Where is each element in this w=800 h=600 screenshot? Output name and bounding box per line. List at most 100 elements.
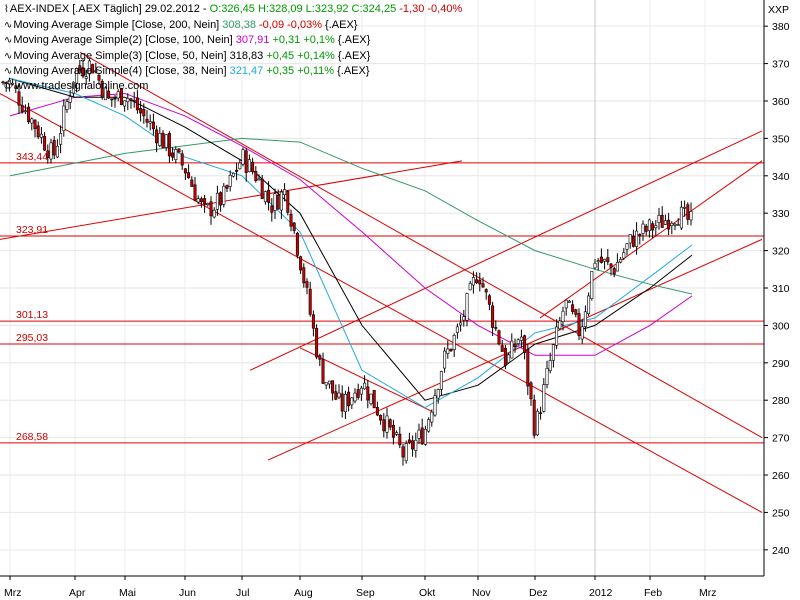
candle-body-120 (385, 415, 389, 433)
candle-body-201 (644, 225, 648, 232)
candle-body-22 (71, 82, 75, 94)
candle-body-54 (174, 149, 178, 160)
candle-body-90 (289, 213, 293, 227)
candle-body-178 (571, 304, 575, 312)
candle-body-205 (657, 215, 661, 223)
y-tick-label-13: 370 (772, 59, 790, 71)
candle-body-203 (651, 223, 655, 231)
candle-body-12 (39, 133, 43, 138)
candle-body-8 (27, 106, 31, 123)
chart-type-icon: ⌇ (4, 4, 9, 15)
candle-body-51 (164, 134, 168, 148)
candle-body-193 (619, 259, 623, 263)
ohlc-values: O:326,45 H:328,09 L:323,92 C:324,25 (209, 3, 397, 15)
candle-body-135 (433, 395, 437, 416)
ma-line-2 (9, 78, 693, 401)
candle-body-13 (43, 135, 47, 151)
indicator-row-3: ∿ Moving Average Simple(4) [Close, 38, Ne… (4, 64, 462, 80)
trend-lines (0, 51, 763, 513)
y-tick-label-4: 280 (772, 395, 790, 407)
candle-body-82 (263, 191, 267, 203)
candle-body-165 (529, 382, 533, 400)
candle-body-133 (427, 419, 431, 432)
candle-body-131 (420, 427, 424, 445)
candle-body-39 (126, 98, 130, 102)
candle-body-5 (17, 91, 21, 106)
candle-body-130 (417, 429, 421, 439)
candle-body-104 (334, 391, 338, 400)
candle-body-150 (481, 283, 485, 288)
candle-body-129 (414, 439, 418, 451)
indicator-value: 321,47 (226, 65, 264, 77)
indicator-symbol: {.AEX} (334, 65, 370, 77)
level-label-3: 295,03 (16, 332, 48, 344)
candle-body-192 (615, 262, 619, 272)
x-tick-label-9: Dez (529, 587, 548, 599)
trend-line-6 (299, 347, 433, 412)
candle-body-121 (388, 419, 392, 428)
candle-body-187 (599, 256, 603, 263)
candle-body-210 (673, 223, 677, 226)
indicator-symbol: {.AEX} (322, 18, 358, 31)
candle-body-18 (59, 133, 63, 145)
candle-body-81 (260, 178, 264, 200)
candle-body-168 (539, 412, 543, 415)
candle-body-69 (222, 185, 226, 205)
level-label-2: 301,13 (16, 309, 48, 321)
candle-body-92 (295, 232, 299, 256)
candle-body-1 (4, 82, 8, 84)
candle-body-10 (33, 119, 37, 130)
candle-body-37 (119, 88, 123, 105)
candle-body-101 (324, 382, 328, 386)
candle-body-103 (331, 380, 335, 394)
candle-body-63 (203, 198, 207, 205)
candle-body-141 (452, 335, 456, 350)
candle-body-158 (507, 354, 511, 363)
candle-body-30 (97, 75, 101, 81)
candle-body-145 (465, 293, 469, 321)
candle-body-126 (404, 443, 408, 462)
candle-body-184 (590, 271, 594, 299)
candle-body-38 (123, 100, 127, 107)
bar-date: 29.02.2012 (144, 3, 200, 15)
x-tick-label-12: Mrz (699, 587, 717, 599)
x-tick-label-2: Mai (119, 587, 136, 599)
candle-body-88 (283, 189, 287, 196)
candle-body-32 (103, 87, 107, 101)
candle-body-137 (439, 371, 443, 390)
indicator-label: Moving Average Simple [Close, 200, Nein] (13, 18, 220, 31)
level-label-0: 343,44 (16, 151, 48, 163)
candle-body-95 (305, 281, 309, 288)
candle-body-183 (587, 295, 591, 314)
candle-body-109 (350, 397, 354, 406)
indicator-row-2: ∿ Moving Average Simple(3) [Close, 50, Ne… (4, 49, 462, 65)
x-tick-label-7: Okt (419, 587, 435, 599)
candle-body-45 (145, 118, 149, 123)
indicator-value: 318,83 (226, 49, 264, 62)
candle-body-72 (231, 172, 235, 177)
candle-body-53 (171, 152, 175, 158)
candle-body-20 (65, 101, 69, 110)
ma-icon: ∿ (4, 35, 13, 46)
candle-body-11 (36, 125, 40, 138)
candle-body-119 (382, 419, 386, 432)
candle-body-73 (235, 169, 239, 172)
candle-body-3 (11, 82, 15, 85)
candle-body-211 (676, 224, 680, 226)
candle-body-161 (516, 339, 520, 344)
watermark: © www.tradesignalonline.com (4, 80, 149, 92)
y-tick-label-6: 300 (772, 320, 790, 332)
y-tick-label-2: 260 (772, 470, 790, 482)
candle-body-48 (155, 129, 159, 144)
candle-body-67 (215, 192, 219, 210)
candle-body-190 (609, 263, 613, 268)
candle-body-15 (49, 142, 53, 160)
candle-body-139 (446, 348, 450, 355)
candle-body-14 (46, 150, 50, 158)
candle-body-24 (78, 65, 82, 71)
candle-body-56 (180, 153, 184, 166)
candle-body-194 (622, 252, 626, 259)
candle-body-84 (270, 205, 274, 213)
